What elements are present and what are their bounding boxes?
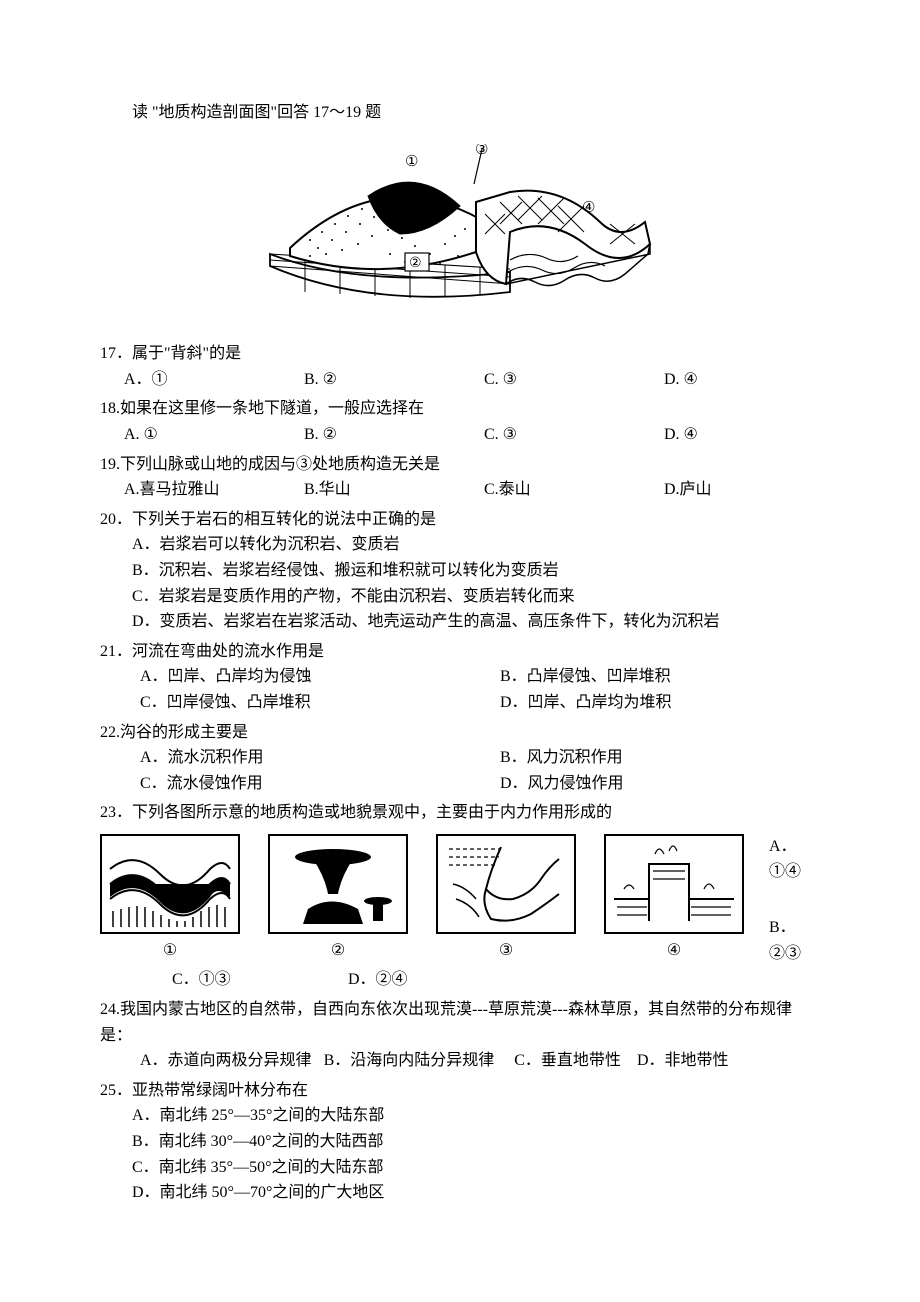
q20-opt-b: B．沉积岩、岩浆岩经侵蚀、搬运和堆积就可以转化为变质岩 [100,558,820,584]
q23-right-opts: A．①④ B．②③ [769,834,825,966]
q23-opt-c: C．①③ [172,967,348,993]
q19-opt-b: B.华山 [280,477,460,503]
q21-opt-c: C．凹岸侵蚀、凸岸堆积 [100,690,460,716]
q21-opt-a: A．凹岸、凸岸均为侵蚀 [100,664,460,690]
q21-opt-b: B．凸岸侵蚀、凹岸堆积 [460,664,820,690]
q23-label-1: ① [100,938,240,964]
q25-opt-a: A．南北纬 25°—35°之间的大陆东部 [100,1103,820,1129]
q21-opts-row2: C．凹岸侵蚀、凸岸堆积 D．凹岸、凸岸均为堆积 [100,690,820,716]
q23-fig-1: ① [100,834,240,964]
q19-opt-c: C.泰山 [460,477,640,503]
q24-opt-c: C．垂直地带性 [514,1052,621,1069]
q19-opts: A.喜马拉雅山 B.华山 C.泰山 D.庐山 [100,477,820,503]
q23-figures: ① ② [100,834,820,964]
intro-text: 读 "地质构造剖面图"回答 17～19 题 [100,100,820,126]
geology-cross-section-figure: ① ③ ② ④ [100,144,820,318]
q24-opt-b: B．沿海向内陆分异规律 [324,1052,495,1069]
q17-opt-d: D. ④ [640,367,820,393]
q25-opt-d: D．南北纬 50°—70°之间的广大地区 [100,1180,820,1206]
q23-after-opts: C．①③ D．②④ [100,967,820,993]
q24-opt-d: D．非地带性 [637,1052,729,1069]
q24-opt-a: A．赤道向两极分异规律 [140,1052,312,1069]
q23-fig-2: ② [268,834,408,964]
q18-opt-d: D. ④ [640,422,820,448]
q22-opt-d: D．风力侵蚀作用 [460,771,820,797]
q17-stem: 17．属于"背斜"的是 [100,341,820,367]
q23-fig-3: ③ [436,834,576,964]
fig1-label-3: ③ [475,144,488,158]
q22-opt-a: A．流水沉积作用 [100,745,460,771]
q22-opts-row2: C．流水侵蚀作用 D．风力侵蚀作用 [100,771,820,797]
fig1-label-1: ① [405,154,418,170]
q20-opt-a: A．岩浆岩可以转化为沉积岩、变质岩 [100,532,820,558]
q17-opt-c: C. ③ [460,367,640,393]
q23-label-4: ④ [604,938,744,964]
q18-stem: 18.如果在这里修一条地下隧道，一般应选择在 [100,396,820,422]
q20-stem: 20．下列关于岩石的相互转化的说法中正确的是 [100,507,820,533]
q20-opt-d: D．变质岩、岩浆岩在岩浆活动、地壳运动产生的高温、高压条件下，转化为沉积岩 [100,609,820,635]
q20-opt-c: C．岩浆岩是变质作用的产物，不能由沉积岩、变质岩转化而来 [100,584,820,610]
q23-opt-b: B．②③ [769,915,825,966]
q25-opt-c: C．南北纬 35°—50°之间的大陆东部 [100,1155,820,1181]
q21-opt-d: D．凹岸、凸岸均为堆积 [460,690,820,716]
q24-stem: 24.我国内蒙古地区的自然带，自西向东依次出现荒漠---草原荒漠---森林草原，… [100,997,820,1048]
fig1-label-2: ② [409,256,422,271]
q25-stem: 25．亚热带常绿阔叶林分布在 [100,1078,820,1104]
q23-label-3: ③ [436,938,576,964]
q23-label-2: ② [268,938,408,964]
q18-opt-a: A. ① [100,422,280,448]
q22-opt-b: B．风力沉积作用 [460,745,820,771]
fig1-label-4: ④ [582,200,595,216]
q17-opts: A．① B. ② C. ③ D. ④ [100,367,820,393]
q22-opt-c: C．流水侵蚀作用 [100,771,460,797]
q23-opt-a: A．①④ [769,834,825,885]
q23-opt-d: D．②④ [348,967,408,993]
q19-stem: 19.下列山脉或山地的成因与③处地质构造无关是 [100,452,820,478]
q21-stem: 21．河流在弯曲处的流水作用是 [100,639,820,665]
q18-opt-c: C. ③ [460,422,640,448]
q19-opt-d: D.庐山 [640,477,820,503]
q18-opts: A. ① B. ② C. ③ D. ④ [100,422,820,448]
q17-opt-a: A．① [100,367,280,393]
q22-opts-row1: A．流水沉积作用 B．风力沉积作用 [100,745,820,771]
q18-opt-b: B. ② [280,422,460,448]
q23-stem: 23．下列各图所示意的地质构造或地貌景观中，主要由于内力作用形成的 [100,800,820,826]
q24-opts: A．赤道向两极分异规律 B．沿海向内陆分异规律 C．垂直地带性 D．非地带性 [100,1048,820,1074]
q25-opt-b: B．南北纬 30°—40°之间的大陆西部 [100,1129,820,1155]
q17-opt-b: B. ② [280,367,460,393]
q19-opt-a: A.喜马拉雅山 [100,477,280,503]
q23-fig-4: ④ [604,834,744,964]
q22-stem: 22.沟谷的形成主要是 [100,720,820,746]
q21-opts-row1: A．凹岸、凸岸均为侵蚀 B．凸岸侵蚀、凹岸堆积 [100,664,820,690]
